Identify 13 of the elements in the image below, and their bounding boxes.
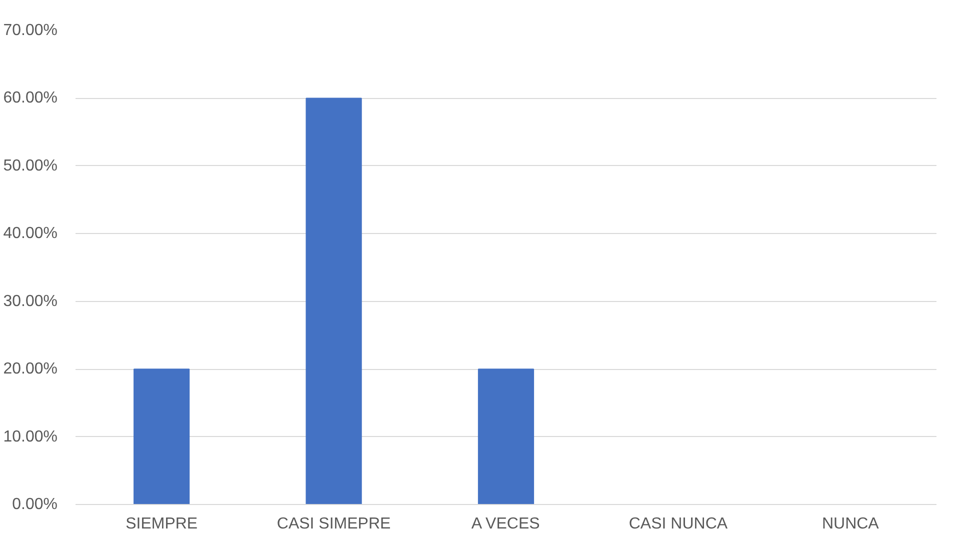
y-tick-label: 40.00% — [3, 225, 58, 242]
y-tick-label: 30.00% — [3, 292, 58, 310]
y-tick-label: 0.00% — [12, 496, 58, 513]
x-tick-label: NUNCA — [822, 516, 880, 532]
x-tick-label: CASI NUNCA — [628, 516, 728, 532]
y-tick-label: 20.00% — [3, 360, 58, 378]
y-tick-label: 10.00% — [3, 428, 58, 446]
y-tick-label: 60.00% — [3, 90, 58, 107]
x-tick-label: A VECES — [471, 516, 540, 532]
y-tick-label: 70.00% — [3, 22, 58, 39]
y-tick-label: 50.00% — [3, 157, 58, 174]
x-tick-label: SIEMPRE — [126, 516, 198, 532]
x-tick-label: CASI SIMEPRE — [276, 516, 391, 532]
